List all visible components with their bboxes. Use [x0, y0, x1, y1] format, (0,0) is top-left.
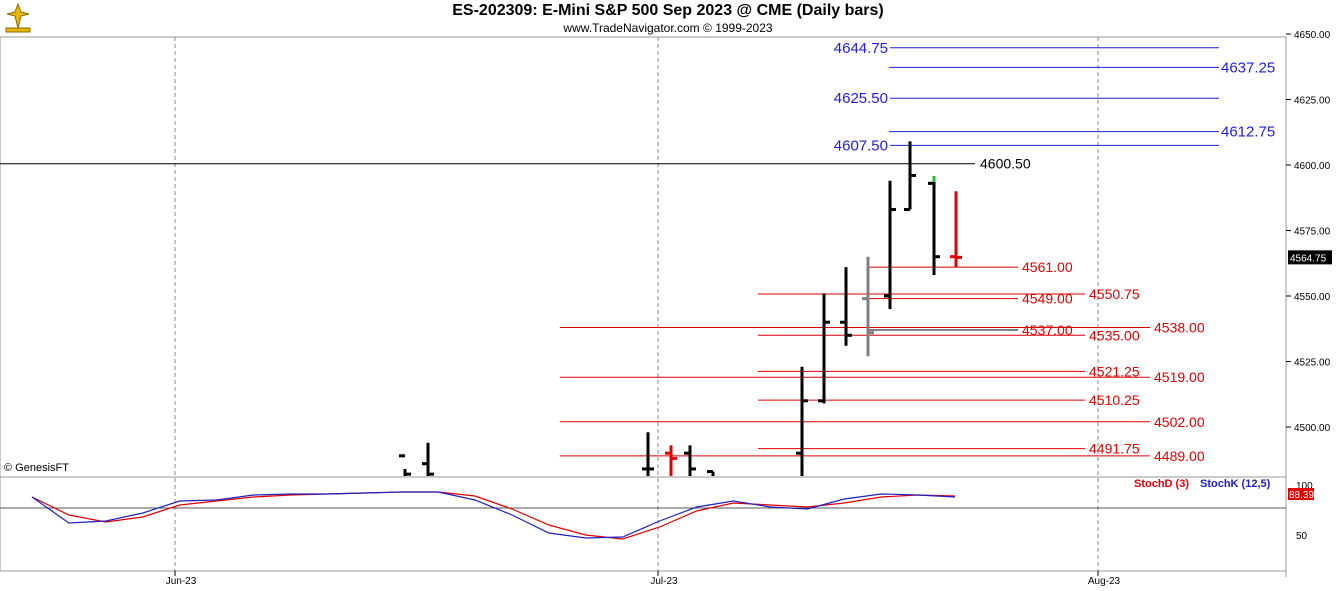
stoch-value-box: [1288, 488, 1314, 500]
tradenavigator-logo-icon: [5, 2, 31, 33]
blue-level-label: 4644.75: [834, 40, 888, 57]
stoch-k-legend: StochK (12,5): [1200, 478, 1271, 490]
red-levels: 4561.00 4549.00 4550.75 4537.00 4535.00 4538.…: [560, 259, 1205, 464]
blue-level-label: 4625.50: [834, 90, 888, 107]
red-level-label: 4489.00: [1154, 448, 1205, 464]
blue-level-label: 4637.25: [1221, 59, 1275, 76]
red-level-label: 4561.00: [1022, 259, 1073, 275]
price-tick-label: 4625.00: [1294, 96, 1331, 107]
date-tick-label: Jun-23: [166, 576, 197, 587]
blue-level-label: 4612.75: [1221, 124, 1275, 141]
red-level-label: 4510.25: [1089, 392, 1140, 408]
price-panel-border: [0, 36, 1287, 478]
stoch-tick-label: 100: [1296, 481, 1313, 492]
price-tick-label: 4650.00: [1294, 30, 1331, 41]
reference-line: 4600.50: [0, 156, 1031, 172]
chart-title: ES-202309: E-Mini S&P 500 Sep 2023 @ CME…: [452, 2, 884, 19]
red-level-label: 4538.00: [1154, 319, 1205, 335]
red-level-label: 4519.00: [1154, 369, 1205, 385]
blue-level-label: 4607.50: [834, 137, 888, 154]
stochastic-panel: 100 50 88.39: [0, 481, 1314, 542]
stoch-k-line: [31, 491, 956, 539]
stoch-value-label: 88.39: [1289, 490, 1314, 501]
price-tick-label: 4575.00: [1294, 227, 1331, 238]
red-level-label: 4502.00: [1154, 414, 1205, 430]
red-level-label: 4549.00: [1022, 291, 1073, 307]
blue-levels: 4644.75 4637.25 4625.50 4612.75 4607.50: [834, 40, 1275, 155]
stoch-d-legend: StochD (3): [1134, 478, 1189, 490]
date-tick-label: Jul-23: [650, 576, 678, 587]
stoch-tick-label: 50: [1296, 531, 1308, 542]
red-level-label: 4535.00: [1089, 327, 1140, 343]
red-level-label: 4537.00: [1022, 322, 1073, 338]
price-tick-label: 4525.00: [1294, 358, 1331, 369]
chart-subtitle: www.TradeNavigator.com © 1999-2023: [563, 21, 773, 35]
price-tick-label: 4550.00: [1294, 292, 1331, 303]
data-credit: © GenesisFT: [4, 462, 69, 474]
price-tick-label: 4600.00: [1294, 161, 1331, 172]
reference-line-label: 4600.50: [980, 156, 1031, 172]
plot-frame: [0, 36, 1287, 577]
red-level-label: 4550.75: [1089, 286, 1140, 302]
price-axis: 4650.00 4625.00 4600.00 4575.00 4550.00 4525.…: [1286, 30, 1331, 434]
price-tick-label: 4500.00: [1294, 423, 1331, 434]
last-price-marker: 4564.75: [1288, 250, 1332, 264]
red-level-label: 4521.25: [1089, 363, 1140, 379]
stoch-panel-border: [0, 476, 1287, 572]
last-price-box: [1288, 250, 1332, 265]
red-level-label: 4491.75: [1089, 441, 1140, 457]
price-bars: [399, 141, 962, 476]
stoch-d-line: [31, 491, 956, 540]
date-axis: Jun-23 Jul-23 Aug-23: [166, 571, 1121, 587]
date-tick-label: Aug-23: [1088, 576, 1121, 587]
vertical-gridlines: [174, 37, 1099, 571]
last-price-label: 4564.75: [1290, 253, 1327, 264]
